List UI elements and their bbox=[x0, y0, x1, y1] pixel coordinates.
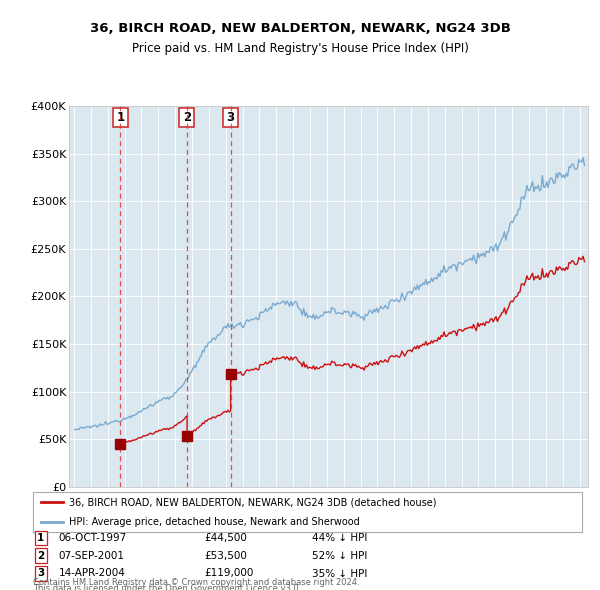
Text: 3: 3 bbox=[227, 111, 235, 124]
Text: 52% ↓ HPI: 52% ↓ HPI bbox=[312, 551, 367, 560]
Text: 1: 1 bbox=[37, 533, 44, 543]
Text: This data is licensed under the Open Government Licence v3.0.: This data is licensed under the Open Gov… bbox=[33, 584, 301, 590]
Text: 06-OCT-1997: 06-OCT-1997 bbox=[59, 533, 127, 543]
Text: HPI: Average price, detached house, Newark and Sherwood: HPI: Average price, detached house, Newa… bbox=[68, 517, 359, 527]
Text: £119,000: £119,000 bbox=[204, 569, 253, 578]
Text: 14-APR-2004: 14-APR-2004 bbox=[59, 569, 125, 578]
Text: 44% ↓ HPI: 44% ↓ HPI bbox=[312, 533, 367, 543]
Text: Contains HM Land Registry data © Crown copyright and database right 2024.: Contains HM Land Registry data © Crown c… bbox=[33, 578, 359, 587]
Text: 36, BIRCH ROAD, NEW BALDERTON, NEWARK, NG24 3DB: 36, BIRCH ROAD, NEW BALDERTON, NEWARK, N… bbox=[89, 22, 511, 35]
Text: £53,500: £53,500 bbox=[204, 551, 247, 560]
Text: 07-SEP-2001: 07-SEP-2001 bbox=[59, 551, 125, 560]
Text: 1: 1 bbox=[116, 111, 124, 124]
Text: 2: 2 bbox=[37, 551, 44, 560]
Text: £44,500: £44,500 bbox=[204, 533, 247, 543]
Text: 35% ↓ HPI: 35% ↓ HPI bbox=[312, 569, 367, 578]
Text: 2: 2 bbox=[183, 111, 191, 124]
Text: 36, BIRCH ROAD, NEW BALDERTON, NEWARK, NG24 3DB (detached house): 36, BIRCH ROAD, NEW BALDERTON, NEWARK, N… bbox=[68, 497, 436, 507]
Text: Price paid vs. HM Land Registry's House Price Index (HPI): Price paid vs. HM Land Registry's House … bbox=[131, 42, 469, 55]
Text: 3: 3 bbox=[37, 569, 44, 578]
